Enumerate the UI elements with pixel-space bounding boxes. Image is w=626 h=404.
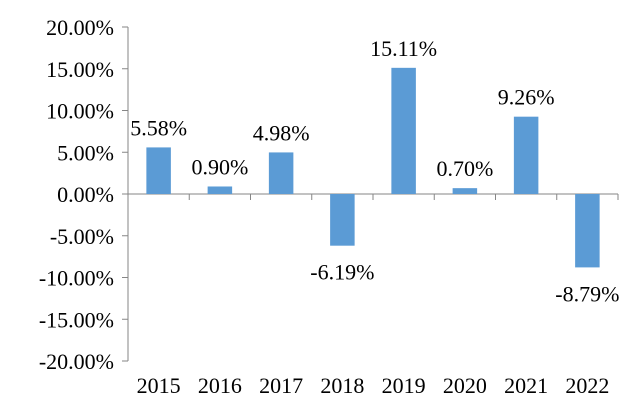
- y-axis: 20.00% 15.00% 10.00% 5.00% 0.00% -5.00% -10.00…: [39, 15, 129, 374]
- x-tick-label: 2018: [320, 373, 364, 398]
- bar-2018: [330, 194, 355, 246]
- y-tick-label: 10.00%: [46, 99, 114, 124]
- x-tick-label: 2016: [198, 373, 242, 398]
- x-tick-label: 2015: [137, 373, 181, 398]
- data-label-2021: 9.26%: [498, 85, 555, 110]
- data-labels: 5.58%0.90%4.98% -6.19% 15.11% 0.70% 9.26% -8.…: [130, 36, 619, 307]
- y-tick-label: -10.00%: [39, 266, 114, 291]
- y-tick-label: 15.00%: [46, 57, 114, 82]
- y-tick-label: -20.00%: [39, 349, 114, 374]
- x-tick-label: 2019: [382, 373, 426, 398]
- data-label-2016: 0.90%: [191, 154, 248, 179]
- data-label-2015: 5.58%: [130, 115, 187, 140]
- x-tick-label: 2017: [259, 373, 303, 398]
- x-tick-label: 2020: [443, 373, 487, 398]
- y-tick-label: 5.00%: [57, 140, 114, 165]
- y-tick-label: -5.00%: [50, 224, 114, 249]
- bar-2021: [513, 116, 539, 194]
- bar-2017: [268, 152, 294, 194]
- x-tick-label: 2022: [565, 373, 609, 398]
- bar-2020: [452, 188, 478, 194]
- data-label-2019: 15.11%: [370, 36, 437, 61]
- data-label-2022: -8.79%: [555, 281, 619, 306]
- x-axis: 2015 2016 2017 2018 2019 2020 2021 2022: [127, 193, 619, 398]
- x-tick-label: 2021: [504, 373, 548, 398]
- bar-2019: [391, 67, 416, 194]
- bar-2022: [575, 194, 600, 268]
- bar-2016: [207, 186, 233, 194]
- data-label-2020: 0.70%: [436, 156, 493, 181]
- y-tick-label: 20.00%: [46, 15, 114, 40]
- data-label-2017: 4.98%: [253, 120, 310, 145]
- bars: [146, 67, 600, 268]
- y-tick-label: -15.00%: [39, 307, 114, 332]
- y-tick-label: 0.00%: [57, 182, 114, 207]
- bar-2015: [146, 147, 171, 194]
- data-label-2018: -6.19%: [310, 260, 374, 285]
